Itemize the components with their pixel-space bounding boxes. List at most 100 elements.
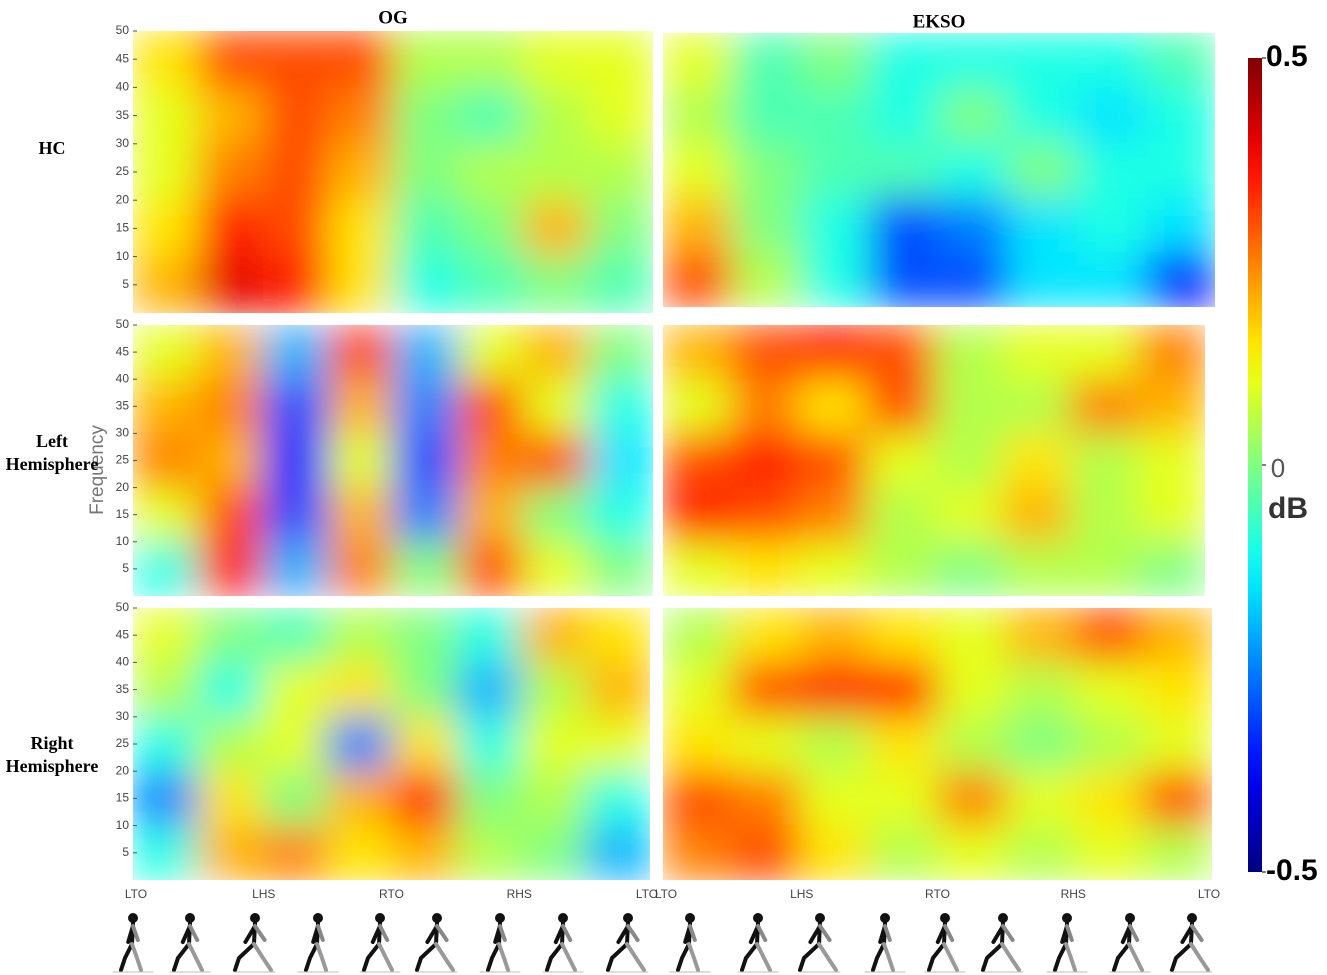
heatmap-cell	[328, 433, 394, 489]
heatmap-cell	[263, 325, 329, 380]
heatmap-cell	[868, 771, 938, 827]
walker-head	[250, 913, 260, 923]
walker-icon	[479, 913, 521, 973]
walker-icon	[981, 913, 1024, 973]
heatmap-panel	[663, 608, 1212, 880]
heatmap-cell	[663, 252, 733, 307]
heatmap-cell	[1146, 33, 1215, 89]
walker-leg	[434, 942, 455, 972]
x-tick-label: LHS	[790, 887, 813, 901]
heatmap-cells	[663, 33, 1215, 307]
heatmap-cell	[1146, 87, 1215, 144]
heatmap-cell	[868, 825, 938, 880]
heatmap-cell	[198, 256, 264, 313]
walker-leg	[1112, 942, 1131, 972]
heatmap-cell	[133, 256, 199, 313]
heatmap-cell	[1074, 608, 1144, 663]
heatmap-cell	[458, 256, 524, 313]
heatmap-cell	[732, 33, 802, 89]
walker-head	[753, 913, 763, 923]
heatmap-cell	[937, 771, 1007, 827]
walker-leg	[625, 942, 646, 972]
heatmap-cell	[1143, 608, 1212, 663]
walker-arm	[1180, 924, 1194, 944]
heatmap-cell	[1077, 197, 1147, 253]
heatmap-cell	[663, 608, 733, 663]
heatmap-cell	[731, 716, 801, 772]
walker-arm	[180, 924, 192, 944]
heatmap-cell	[520, 716, 586, 772]
walker-arm	[688, 924, 697, 942]
heatmap-cell	[328, 256, 394, 313]
heatmap-cell	[1074, 771, 1144, 827]
heatmap-cell	[197, 662, 263, 718]
heatmap-cell	[939, 87, 1009, 144]
heatmap-cell	[523, 256, 589, 313]
walker-arm	[243, 924, 257, 944]
y-tick-label: 10	[116, 249, 130, 263]
heatmap-cell	[198, 325, 264, 380]
heatmap-cell	[391, 825, 457, 880]
heatmap-cell	[730, 325, 799, 380]
walker-icon	[1046, 913, 1088, 973]
heatmap-cell	[870, 142, 940, 198]
heatmap-cell	[393, 325, 459, 380]
heatmap-cell	[939, 33, 1009, 89]
heatmap-cell	[798, 541, 867, 596]
heatmap-cell	[1001, 433, 1070, 489]
walker-head	[375, 913, 385, 923]
heatmap-cell	[393, 31, 459, 88]
walker-head	[815, 913, 825, 923]
heatmap-cell	[1137, 379, 1205, 434]
x-tick-label: RHS	[507, 887, 532, 901]
heatmap-cell	[456, 771, 522, 827]
x-tick-label: RTO	[925, 887, 950, 901]
walker-leg	[545, 942, 564, 972]
heatmap-cell	[1146, 197, 1215, 253]
heatmap-cell	[458, 143, 524, 201]
heatmap-cell	[133, 379, 199, 434]
walker-leg	[1170, 942, 1193, 972]
colorbar-tick-label: 0.5	[1266, 40, 1308, 73]
heatmap-cell	[198, 31, 264, 88]
heatmap-cell	[937, 662, 1007, 718]
walker-arm	[188, 924, 200, 942]
heatmap-cell	[868, 662, 938, 718]
heatmap-cell	[588, 433, 653, 489]
walker-head	[940, 913, 950, 923]
heatmap-cell	[798, 379, 867, 434]
y-tick-label: 5	[122, 561, 129, 575]
walker-leg	[304, 942, 319, 972]
heatmap-cell	[262, 716, 328, 772]
colorbar-tick-label: 0	[1271, 453, 1285, 483]
walker-leg	[798, 942, 821, 972]
walker-leg	[362, 942, 381, 972]
heatmap-cell	[663, 433, 732, 489]
heatmap-cell	[663, 325, 732, 380]
heatmap-cell	[523, 143, 589, 201]
walker-icon	[798, 913, 841, 973]
heatmap-cell	[326, 662, 392, 718]
heatmap-cell	[458, 433, 524, 489]
heatmap-cell	[197, 608, 263, 663]
walker-arm	[991, 924, 1005, 944]
heatmap-cell	[866, 379, 935, 434]
heatmap-cell	[588, 325, 653, 380]
walker-leg	[172, 942, 191, 972]
x-tick-label: LTO	[125, 887, 147, 901]
heatmap-cell	[1074, 716, 1144, 772]
heatmap-cell	[1137, 487, 1205, 543]
heatmap-cell	[456, 716, 522, 772]
heatmap-cell	[866, 433, 935, 489]
heatmap-cell	[801, 87, 871, 144]
heatmap-cell	[262, 825, 328, 880]
walker-head	[432, 913, 442, 923]
heatmap-cell	[1146, 252, 1215, 307]
heatmap-cell	[732, 197, 802, 253]
heatmap-cell	[663, 825, 733, 880]
heatmap-cell	[520, 662, 586, 718]
heatmap-cell	[1143, 825, 1212, 880]
heatmap-cells	[133, 325, 653, 596]
heatmap-cell	[197, 825, 263, 880]
